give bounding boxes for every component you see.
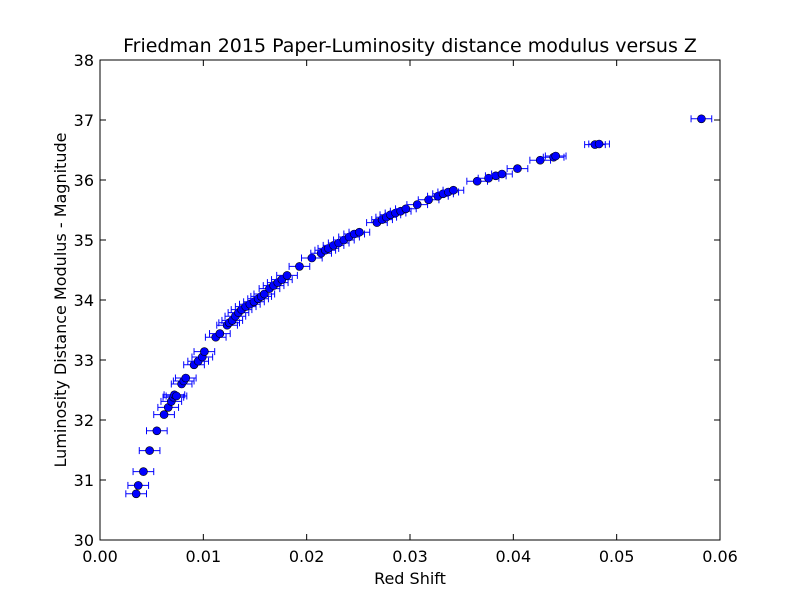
data-point-marker [697, 114, 706, 124]
data-point-marker [215, 329, 225, 338]
data-point [506, 164, 529, 173]
data-point-marker [412, 200, 422, 209]
data-point [690, 114, 713, 124]
y-tick-label: 38 [74, 51, 94, 70]
data-point [127, 481, 150, 490]
y-tick-label: 32 [74, 411, 94, 430]
y-tick-label: 35 [74, 231, 94, 250]
data-point-marker [133, 481, 143, 490]
data-point [153, 410, 175, 419]
data-point [442, 185, 465, 195]
data-point-marker [295, 262, 304, 271]
y-tick-label: 36 [74, 171, 94, 190]
data-point-marker [131, 489, 141, 499]
data-point [466, 176, 488, 186]
y-tick-label: 33 [74, 351, 94, 370]
data-point [132, 467, 155, 476]
axis-ticks-layer: 0.00 0.01 0.02 0.03 0.04 0.05 0.06 30 31 32 33 34 35… [74, 51, 738, 566]
y-tick-label: 37 [74, 111, 94, 130]
data-point-marker [401, 204, 411, 214]
data-point-marker [551, 151, 561, 161]
data-point-marker [307, 253, 317, 263]
data-point [160, 397, 183, 406]
data-point [288, 262, 311, 271]
data-point-marker [259, 289, 269, 299]
x-tick-label: 0.06 [702, 547, 738, 566]
data-point-marker [172, 391, 181, 401]
data-point-marker [200, 347, 209, 356]
chart-title: Friedman 2015 Paper-Luminosity distance … [123, 35, 697, 57]
data-point-marker [282, 271, 292, 280]
data-point-marker [513, 164, 522, 173]
plot-area-frame [99, 59, 721, 541]
data-point [174, 373, 197, 383]
x-tick-label: 0.05 [599, 547, 635, 566]
x-axis-label: Red Shift [374, 569, 446, 588]
data-point [146, 426, 168, 436]
data-point [125, 489, 147, 499]
data-point [165, 391, 188, 401]
data-point [253, 289, 276, 299]
data-point-marker [152, 426, 162, 436]
x-tick-label: 0.04 [496, 547, 532, 566]
y-tick-label: 30 [74, 531, 94, 550]
data-point-marker [497, 169, 507, 179]
data-point [529, 155, 552, 165]
data-point [271, 275, 293, 284]
data-point-marker [449, 185, 458, 195]
data-point [348, 227, 371, 237]
data-point [209, 329, 231, 338]
data-point-marker [535, 155, 545, 165]
data-point [276, 271, 298, 280]
x-tick-label: 0.02 [289, 547, 325, 566]
data-point [588, 139, 610, 149]
data-points-layer [125, 114, 713, 499]
data-point-marker [594, 139, 604, 149]
data-point [544, 151, 567, 161]
data-point-marker [472, 176, 482, 186]
data-point [406, 200, 429, 209]
data-point [301, 253, 323, 263]
x-tick-label: 0.00 [82, 547, 118, 566]
data-point [395, 204, 417, 214]
data-point [491, 169, 513, 179]
y-tick-label: 34 [74, 291, 94, 310]
y-tick-label: 31 [74, 471, 94, 490]
data-point [138, 446, 161, 455]
data-point [193, 347, 216, 356]
data-point-marker [355, 227, 364, 237]
x-tick-label: 0.03 [392, 547, 428, 566]
data-point-marker [139, 467, 148, 476]
data-point-marker [424, 195, 433, 205]
y-axis-label: Luminosity Distance Modulus - Magnitude [51, 133, 70, 468]
data-point-marker [145, 446, 154, 455]
x-tick-label: 0.01 [186, 547, 222, 566]
data-point-marker [159, 410, 169, 419]
data-point-marker [181, 373, 191, 383]
